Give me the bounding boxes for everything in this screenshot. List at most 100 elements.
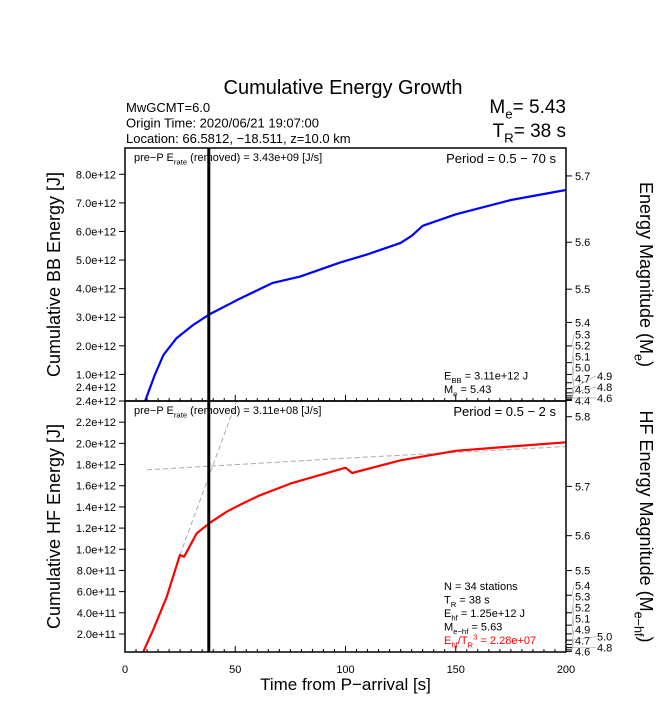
text-subscript: hf [451, 640, 458, 649]
y2-tick-label: 5.7 [575, 171, 590, 183]
y2-tick-label: 5.4 [575, 317, 590, 329]
text-subscript: R [451, 600, 457, 609]
text-main: = 5.63 [468, 622, 502, 634]
text-subscript: hf [451, 613, 458, 622]
y2-tick-label: 4.4 [575, 395, 590, 407]
text-subscript: rate [174, 410, 187, 419]
stat-line: Me = 5.43 [444, 384, 491, 398]
x-tick-label: 0 [122, 664, 128, 676]
y2-tick-label: 5.4 [575, 580, 590, 592]
event-info-line: Location: 66.5812, −18.511, z=10.0 km [126, 131, 351, 146]
text-main: = 1.25e+12 J [458, 608, 525, 620]
y-tick-label: 4.0e+12 [76, 284, 116, 296]
stat-line: EBB = 3.11e+12 J [444, 371, 528, 385]
y2-tick-label: 5.1 [575, 613, 590, 625]
stat-line: Me−hf = 5.63 [444, 622, 502, 636]
y2-tick-leader [571, 356, 575, 375]
y-tick-label: 2.4e+12 [76, 382, 116, 394]
text-main: M [489, 97, 505, 118]
text-subscript: BB [451, 376, 461, 385]
y-tick-label: 1.0e+12 [76, 369, 116, 381]
y2-tick-leader [571, 629, 575, 645]
y-tick-label: 6.0e+11 [77, 587, 116, 599]
y-tick-label: 4.0e+11 [77, 608, 116, 620]
y2-tick-label: 5.5 [575, 284, 590, 296]
y2-tick-leader [571, 640, 575, 650]
y2-tick-leader [571, 375, 597, 389]
y2-tick-label: 5.6 [575, 531, 590, 543]
y-tick-label: 8.0e+12 [76, 169, 116, 181]
y-tick-label: 3.0e+12 [76, 312, 116, 324]
hf-energy-panel: 2.0e+11 4.0e+11 6.0e+11 8.0e+11 1.0e+12 1.2e+… [44, 396, 656, 694]
y-tick-label: 2.0e+12 [76, 438, 116, 450]
y2-tick-leader [571, 607, 575, 626]
y-tick-label: 2.0e+11 [77, 629, 116, 641]
text-main: HF Energy Magnitude (M [636, 411, 656, 612]
text-main: E [444, 371, 451, 383]
y-tick-label: 7.0e+12 [76, 198, 116, 210]
y-tick-label: 8.0e+11 [77, 565, 116, 577]
text-main: = 3.11e+12 J [462, 371, 528, 383]
x-tick-label: 100 [336, 664, 354, 676]
y2-tick-label: 5.2 [575, 602, 590, 614]
period-annotation: Period = 0.5 − 70 s [446, 151, 556, 166]
y2-tick-label: 4.6 [597, 393, 612, 405]
y2-tick-label: 5.3 [575, 591, 590, 603]
y-tick-label: 6.0e+12 [76, 226, 116, 238]
text-main: = 5.43 [457, 384, 491, 396]
y2-tick-label: 5.8 [575, 412, 590, 424]
text-main: T [492, 121, 504, 142]
y2-tick-label: 5.0 [597, 632, 612, 644]
bb-energy-panel: 1.0e+12 2.0e+12 3.0e+12 4.0e+12 5.0e+12 6.0e+… [44, 147, 656, 407]
text-main: pre−P E [134, 152, 174, 164]
y-tick-label: 1.8e+12 [76, 460, 116, 472]
text-main: E [444, 608, 451, 620]
text-main: = 2.28e+07 [477, 635, 536, 647]
y2-tick-label: 4.9 [597, 371, 612, 383]
period-annotation: Period = 0.5 − 2 s [453, 404, 556, 419]
y2-tick-label: 5.0 [575, 362, 590, 374]
text-main: Energy Magnitude (M [636, 182, 656, 354]
text-subscript: e [453, 389, 457, 398]
y2-tick-label: 4.7 [575, 373, 590, 385]
stat-line: N = 34 stations [444, 581, 518, 593]
stat-line: TR = 38 s [444, 595, 490, 609]
text-main: (removed) = 3.43e+09 [J/s] [187, 152, 322, 164]
y2-tick-label: 4.6 [575, 646, 590, 658]
energy-curve [144, 188, 566, 401]
y2-axis-label: Energy Magnitude (Me) [632, 182, 656, 367]
x-tick-label: 150 [447, 664, 465, 676]
y-tick-label: 1.4e+12 [76, 502, 116, 514]
y-tick-label: 2.4e+12 [76, 396, 116, 408]
y-tick-label: 1.6e+12 [76, 481, 116, 493]
text-subscript: e [505, 107, 512, 122]
y2-axis-label: HF Energy Magnitude (Me−hf) [632, 411, 656, 643]
text-superscript: 3 [473, 632, 477, 641]
text-main: ) [636, 636, 656, 642]
text-main: M [444, 622, 453, 634]
text-subscript: R [504, 131, 514, 146]
x-axis-label: Time from P−arrival [s] [260, 675, 431, 694]
y-tick-label: 1.0e+12 [76, 544, 116, 556]
y2-tick-leader [571, 618, 575, 634]
y-tick-label: 2.0e+12 [76, 341, 116, 353]
y2-tick-leader [571, 345, 575, 363]
text-main: = 38 s [456, 595, 490, 607]
y2-tick-label: 5.5 [575, 566, 590, 578]
pre-p-rate-annotation: pre−P Erate (removed) = 3.11e+08 [J/s] [134, 405, 321, 419]
text-main: E [444, 635, 451, 647]
y2-tick-leader [571, 596, 575, 613]
y2-tick-leader [571, 585, 575, 596]
text-main: N = 34 stations [444, 581, 518, 593]
y-axis-label: Cumulative HF Energy [J] [44, 424, 64, 629]
energy-curve [142, 441, 566, 652]
y2-tick-label: 4.7 [575, 635, 590, 647]
y-tick-label: 5.0e+12 [76, 255, 116, 267]
y2-tick-label: 5.1 [575, 351, 590, 363]
text-subscript: e−hf [453, 627, 469, 636]
y2-tick-leader [571, 636, 597, 641]
plot-frame [124, 147, 567, 402]
y-axis-label: Cumulative BB Energy [J] [44, 172, 64, 377]
text-subscript: R [468, 640, 474, 649]
